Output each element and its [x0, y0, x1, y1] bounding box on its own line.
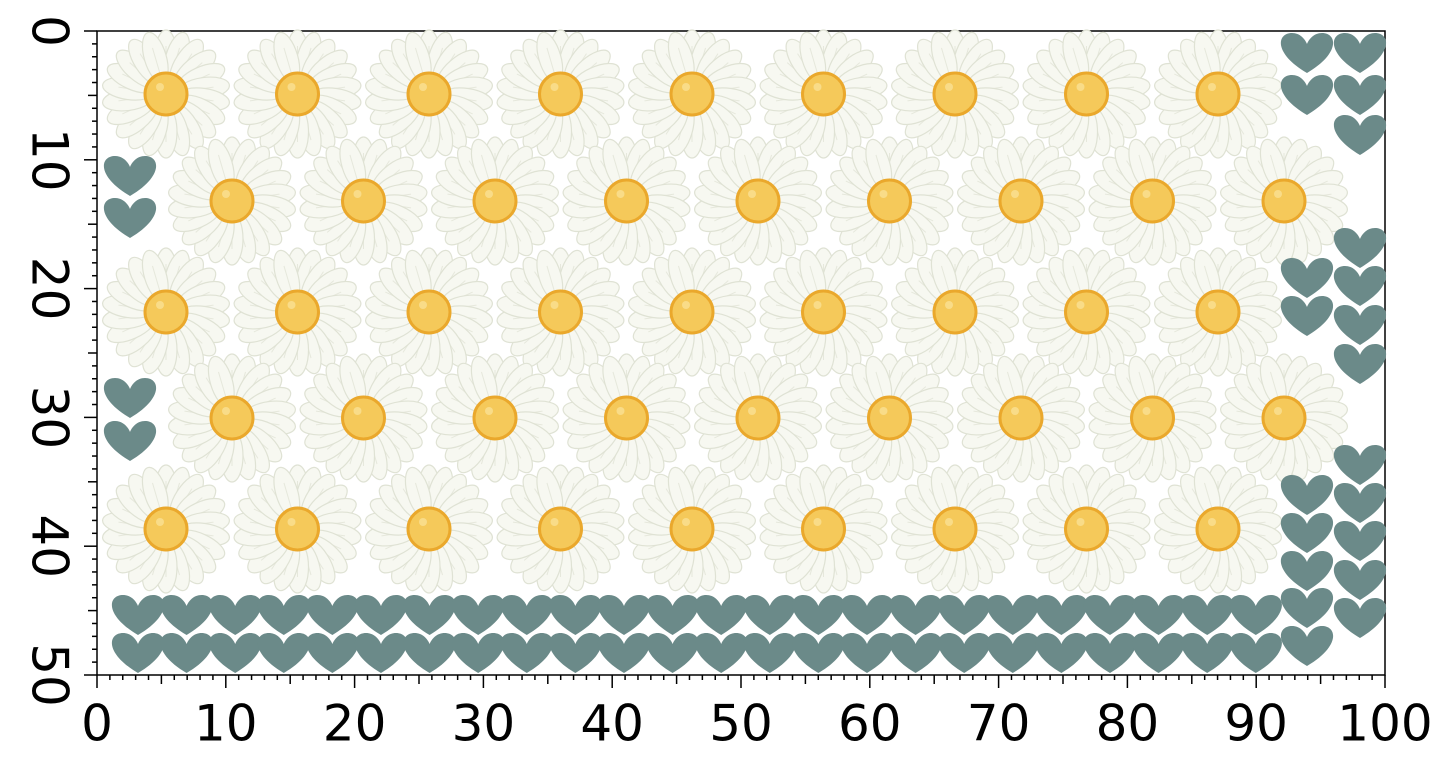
x-tick-label: 50 — [709, 695, 773, 753]
x-tick-label: 90 — [1224, 695, 1288, 753]
y-tick-label: 10 — [21, 128, 79, 192]
ruler: 0 10 20 30 40 50 60 70 80 90 100 0 10 20 30 40 50 — [21, 15, 1433, 752]
x-tick-label: 30 — [452, 695, 516, 753]
y-tick-label: 50 — [21, 643, 79, 707]
x-tick-label: 70 — [967, 695, 1031, 753]
x-tick-label: 0 — [81, 695, 113, 753]
x-tick-label: 80 — [1096, 695, 1160, 753]
x-tick-label: 10 — [194, 695, 258, 753]
x-tick-label: 20 — [323, 695, 387, 753]
x-tick-label: 40 — [580, 695, 644, 753]
y-tick-label: 40 — [21, 514, 79, 578]
x-tick-label: 60 — [838, 695, 902, 753]
y-tick-label: 20 — [21, 257, 79, 321]
x-tick-label: 100 — [1337, 695, 1432, 753]
y-tick-label: 30 — [21, 386, 79, 450]
y-tick-label: 0 — [21, 15, 79, 47]
